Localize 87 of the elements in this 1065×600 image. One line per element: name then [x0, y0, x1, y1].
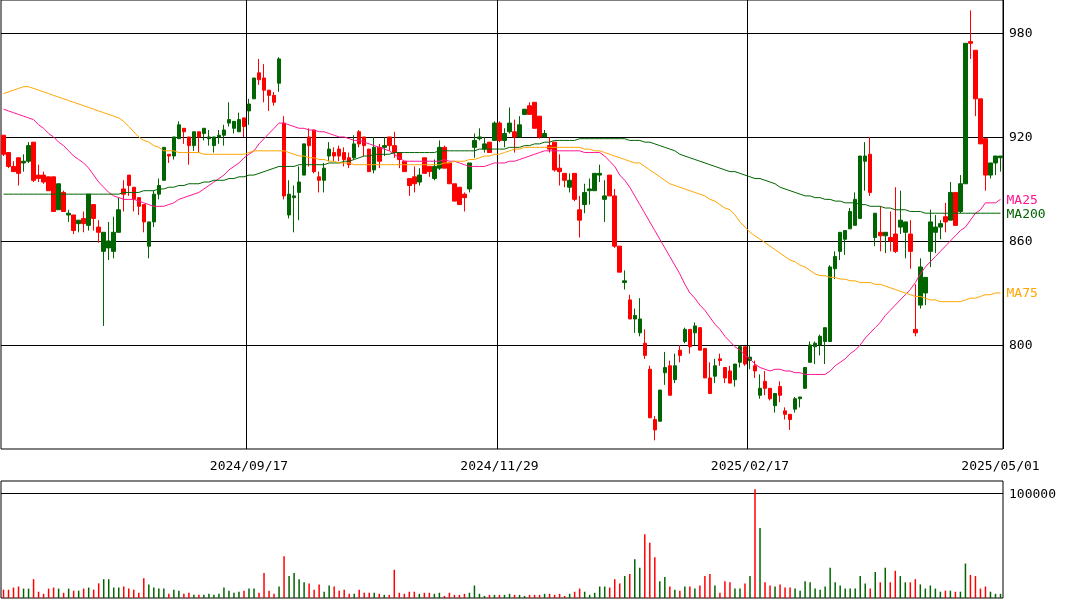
candlestick	[628, 294, 632, 320]
candlestick	[477, 127, 482, 141]
candlestick	[277, 56, 281, 93]
candlestick	[562, 172, 567, 188]
candlestick	[202, 127, 206, 141]
candlestick	[663, 351, 667, 386]
line-series	[3, 108, 1001, 375]
x-tick-label: 2025/05/01	[961, 458, 1040, 473]
candlestick	[66, 209, 71, 223]
candlestick	[943, 202, 948, 233]
candlestick	[417, 167, 422, 186]
x-tick-label: 2024/11/29	[460, 458, 539, 473]
candlestick	[492, 120, 497, 141]
series-label: MA75	[1006, 285, 1038, 301]
series-label: MA200	[1006, 205, 1046, 221]
candlestick	[953, 191, 958, 226]
candlestick	[868, 136, 872, 197]
candlestick	[773, 393, 777, 414]
y-tick-label: 980	[1009, 25, 1033, 41]
candlestick	[192, 131, 196, 152]
candlestick	[968, 9, 973, 60]
line-series	[3, 86, 1001, 303]
candlestick	[653, 415, 657, 441]
candlestick	[688, 328, 692, 355]
candlestick	[517, 115, 522, 138]
candlestick	[512, 119, 517, 154]
series-label: MA25	[1006, 191, 1038, 207]
candlestick	[56, 183, 61, 211]
candlestick	[247, 98, 251, 126]
x-tick-label: 2024/09/17	[209, 458, 289, 473]
candlestick	[873, 212, 877, 247]
candlestick	[322, 162, 326, 193]
candlestick	[182, 127, 186, 145]
candlestick	[542, 129, 547, 138]
candlestick	[327, 141, 331, 162]
candlestick	[883, 231, 888, 254]
candlestick	[622, 269, 627, 291]
candlestick	[467, 162, 472, 193]
candlestick	[693, 321, 697, 346]
candlestick	[683, 327, 687, 344]
candlestick	[302, 143, 306, 176]
candlestick	[658, 389, 662, 422]
y-tick-label: 920	[1009, 129, 1033, 145]
candlestick	[643, 328, 647, 360]
candlestick	[803, 367, 807, 389]
candlestick	[71, 214, 76, 235]
candlestick	[673, 353, 677, 384]
candlestick	[61, 190, 66, 212]
candlestick	[96, 219, 101, 244]
y-tick-label: 860	[1009, 233, 1033, 249]
candlestick	[121, 179, 126, 212]
candlestick	[582, 183, 587, 214]
candlestick	[197, 131, 201, 154]
candlestick	[507, 106, 512, 134]
x-tick-label: 2025/02/17	[710, 458, 790, 473]
candlestick	[91, 204, 96, 232]
candlestick	[718, 353, 722, 367]
candlestick	[913, 283, 918, 337]
candlestick	[648, 365, 652, 419]
candlestick	[878, 205, 883, 252]
candlestick	[753, 360, 757, 379]
y-tick-label: 100000	[1009, 486, 1056, 502]
candlestick	[81, 211, 86, 233]
candlestick	[668, 360, 672, 396]
candlestick	[242, 117, 246, 138]
candlestick	[522, 108, 527, 115]
candlestick	[252, 77, 256, 100]
candlestick	[572, 172, 577, 202]
candlestick	[282, 115, 286, 200]
candlestick	[162, 146, 166, 181]
candlestick	[567, 172, 572, 193]
candlestick	[76, 219, 81, 233]
candlestick	[577, 195, 582, 238]
candlestick	[733, 363, 737, 388]
candlestick	[778, 380, 782, 403]
candlestick	[908, 219, 913, 270]
candlestick	[758, 373, 762, 400]
candlestick	[317, 171, 321, 193]
candlestick	[602, 179, 607, 223]
candlestick	[167, 153, 171, 164]
candlestick	[127, 174, 131, 197]
candlestick	[743, 346, 747, 367]
candlestick	[713, 358, 717, 384]
candlestick	[497, 120, 502, 143]
candlestick	[678, 344, 682, 363]
candlestick	[187, 136, 191, 166]
y-tick-label: 800	[1009, 337, 1033, 353]
